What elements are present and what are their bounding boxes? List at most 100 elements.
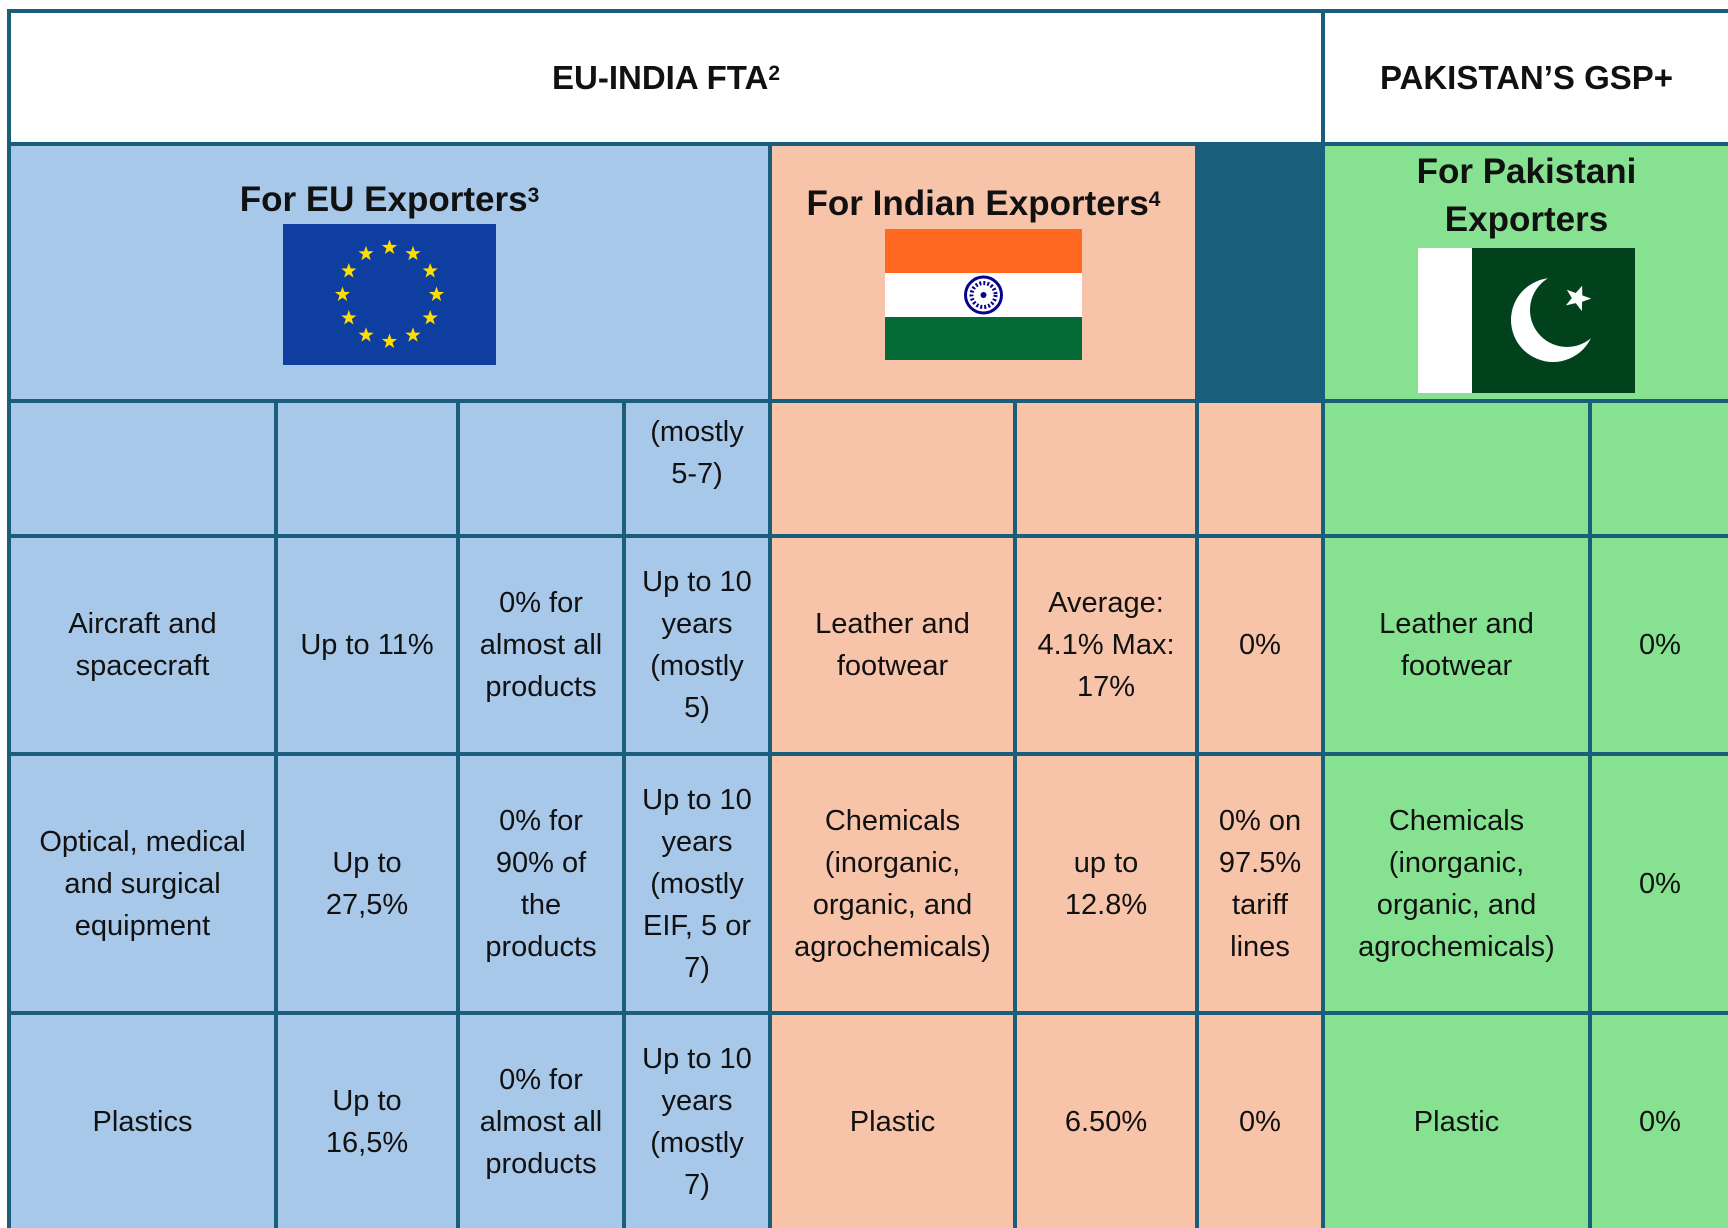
cell-text: 0% for almost all products [479,587,603,703]
table-cell [11,403,274,534]
cell-text: 0% [1639,629,1681,661]
group-cell: For Indian Exporters4 [772,146,1195,399]
cell-text: Up to 16,5% [325,1084,409,1159]
flag-star [334,286,351,301]
table-cell: up to 12.8% [1017,756,1195,1011]
table-cell: 0% [1592,1015,1728,1228]
footnote-ref: 3 [527,184,540,207]
flag-star [358,245,374,261]
cell-text: 0% for almost all products [479,1063,603,1180]
cell-text: Plastics [92,1105,193,1138]
table-cell: 0% [1199,1015,1321,1228]
flag-star [405,245,421,261]
group-title: For EU Exporters [239,180,528,219]
table-cell: 0% for 90% of the products [460,756,622,1011]
table-cell [278,403,456,534]
group-title-wrap: For Indian Exporters4 [807,180,1161,228]
flag-star [422,263,438,278]
table-cell: Plastic [1325,1015,1588,1228]
table-cell [1017,403,1195,534]
table-cell: 0% for almost all products [460,538,622,752]
table-cell: Plastic [772,1015,1013,1228]
table-cell [1325,403,1588,534]
chakra [964,275,1003,315]
header-cell: PAKISTAN’S GSP+ [1325,13,1728,142]
pakistan-flag [1418,248,1635,393]
cell-text: Optical, medical and surgical equipment [39,825,246,942]
table-cell: Optical, medical and surgical equipment [11,756,274,1011]
table-cell: Up to 10 years (mostly EIF, 5 or 7) [626,756,768,1011]
flag-star [405,327,421,342]
group-title-wrap: For Pakistani Exporters [1365,148,1688,244]
cell-text: Up to 10 years (mostly 7) [642,1042,752,1201]
table-cell: (mostly 5-7) [626,403,768,534]
cell-text: 0% [1239,1105,1281,1138]
cell-text: Leather and footwear [815,608,970,682]
table-cell: Up to 27,5% [278,756,456,1011]
flag-star [341,310,357,325]
flag-band [885,317,1082,360]
table-cell: Leather and footwear [772,538,1013,752]
footnote-ref: 2 [768,61,780,85]
cell-text: 0% [1239,629,1281,661]
group-title-wrap: For EU Exporters3 [240,176,540,224]
group-cell: For EU Exporters3 [11,146,768,399]
cell-text: up to 12.8% [1064,846,1148,921]
cell-text: Chemicals (inorganic, organic, and agroc… [794,804,991,963]
table-cell: 0% on 97.5% tariff lines [1199,756,1321,1011]
eu-flag [283,224,496,365]
cell-text: 0% [1639,1105,1681,1138]
table-cell: Up to 10 years (mostly 5) [626,538,768,752]
flag-star [422,310,438,325]
footnote-ref: 4 [1148,188,1161,211]
table-cell: Up to 11% [278,538,456,752]
chakra-hub [980,292,987,298]
table-cell [1199,403,1321,534]
table-cell: 6.50% [1017,1015,1195,1228]
cell-text: Average: 4.1% Max: 17% [1037,587,1175,703]
header-title: PAKISTAN’S GSP+ [1379,58,1674,96]
table-cell: Average: 4.1% Max: 17% [1017,538,1195,752]
cell-text: Chemicals (inorganic, organic, and agroc… [1358,804,1555,963]
cell-text: Up to 10 years (mostly EIF, 5 or 7) [642,783,752,984]
table-cell: Up to 10 years (mostly 7) [626,1015,768,1228]
group-title: For Pakistani Exporters [1416,152,1637,239]
table-cell [1592,403,1728,534]
cell-text: Plastic [1413,1105,1500,1138]
table-cell: 0% [1592,538,1728,752]
table-cell [460,403,622,534]
table-cell: 0% [1199,538,1321,752]
cell-text: 0% for 90% of the products [485,804,597,963]
cell-text: 6.50% [1064,1105,1148,1138]
cell-text: Up to 10 years (mostly 5) [642,566,752,724]
flag-star [358,327,374,342]
table-cell: Plastics [11,1015,274,1228]
flag-hoist [1418,248,1472,393]
cell-text: Up to 11% [300,629,434,661]
flag-star [1565,285,1592,312]
table-cell: 0% for almost all products [460,1015,622,1228]
cell-text: (mostly 5-7) [650,416,744,490]
table-cell: 0% [1592,756,1728,1011]
group-title: For Indian Exporters [806,184,1149,223]
crescent-cut [1530,273,1604,347]
cell-text: 0% [1639,867,1681,900]
header-cell: EU-INDIA FTA 2 [11,13,1321,142]
header-title: EU-INDIA FTA [552,58,769,96]
cell-text: Plastic [849,1105,936,1138]
cell-text: Leather and footwear [1379,608,1534,682]
cell-text: 0% on 97.5% tariff lines [1218,804,1302,963]
table-cell: Leather and footwear [1325,538,1588,752]
cell-text: Up to 27,5% [325,846,409,921]
flag-star [381,333,398,348]
flag-band [885,229,1082,273]
table-cell: Chemicals (inorganic, organic, and agroc… [772,756,1013,1011]
india-flag [885,229,1082,360]
flag-star [381,239,398,254]
table-cell [772,403,1013,534]
group-cell: For Pakistani Exporters [1325,146,1728,399]
table-cell: Chemicals (inorganic, organic, and agroc… [1325,756,1588,1011]
table-cell: Aircraft and spacecraft [11,538,274,752]
chakra-spokes [969,281,998,309]
